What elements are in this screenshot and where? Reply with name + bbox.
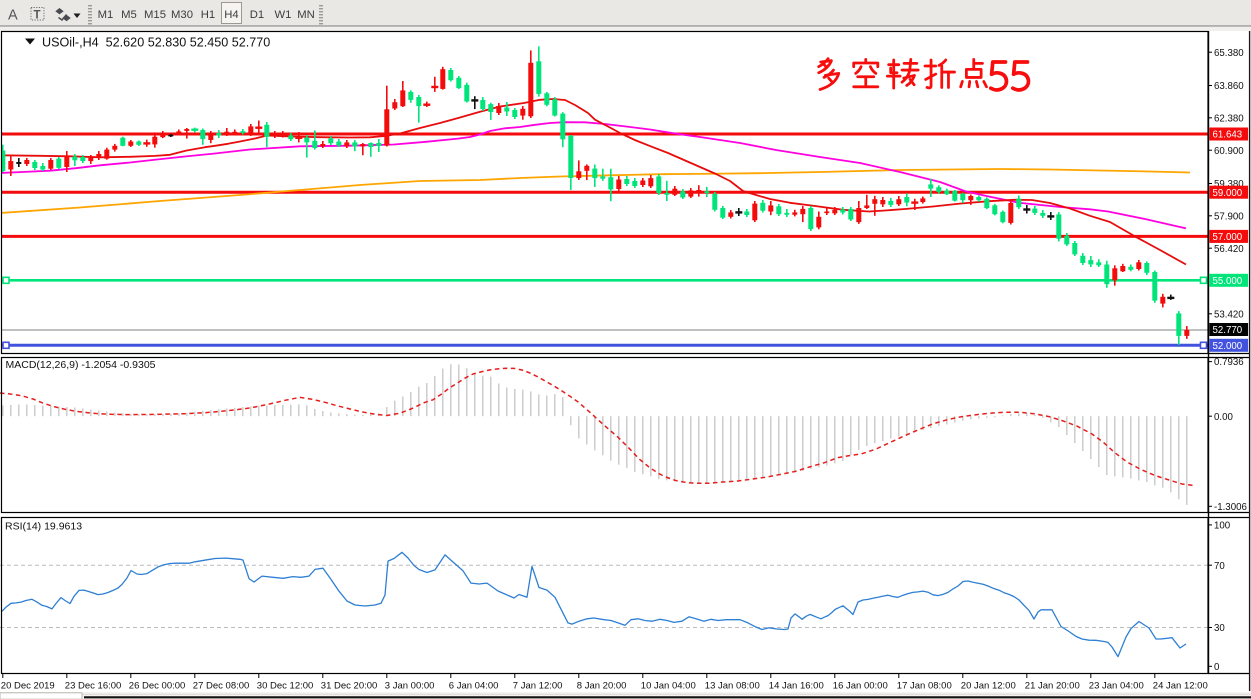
svg-text:0.00: 0.00 — [1214, 412, 1233, 423]
svg-text:17 Jan 08:00: 17 Jan 08:00 — [897, 681, 952, 692]
svg-text:26 Dec 00:00: 26 Dec 00:00 — [129, 681, 186, 692]
svg-text:52.770: 52.770 — [1213, 325, 1243, 336]
svg-text:8 Jan 20:00: 8 Jan 20:00 — [577, 681, 627, 692]
svg-text:57.900: 57.900 — [1214, 211, 1244, 222]
svg-text:65.380: 65.380 — [1214, 48, 1244, 59]
svg-text:M5: M5 — [121, 9, 137, 21]
svg-text:21 Jan 20:00: 21 Jan 20:00 — [1025, 681, 1080, 692]
svg-text:60.900: 60.900 — [1214, 146, 1244, 157]
svg-text:61.643: 61.643 — [1213, 130, 1243, 141]
svg-text:D1: D1 — [250, 9, 264, 21]
svg-text:T: T — [34, 10, 41, 22]
svg-text:H1: H1 — [201, 9, 215, 21]
svg-text:20 Jan 12:00: 20 Jan 12:00 — [961, 681, 1016, 692]
svg-text:30: 30 — [1214, 623, 1225, 634]
svg-text:6 Jan 04:00: 6 Jan 04:00 — [449, 681, 499, 692]
svg-text:MACD(12,26,9) -1.2054 -0.9305: MACD(12,26,9) -1.2054 -0.9305 — [6, 359, 156, 371]
svg-text:59.380: 59.380 — [1214, 179, 1244, 190]
svg-text:57.000: 57.000 — [1213, 232, 1243, 243]
svg-text:56.420: 56.420 — [1214, 244, 1244, 255]
svg-text:7 Jan 12:00: 7 Jan 12:00 — [513, 681, 563, 692]
svg-text:13 Jan 08:00: 13 Jan 08:00 — [705, 681, 760, 692]
svg-text:W1: W1 — [275, 9, 292, 21]
svg-text:100: 100 — [1214, 521, 1231, 532]
svg-text:-1.3006: -1.3006 — [1214, 502, 1247, 513]
svg-text:M1: M1 — [98, 9, 114, 21]
svg-text:0.7936: 0.7936 — [1214, 357, 1244, 368]
svg-text:52.000: 52.000 — [1213, 341, 1243, 352]
svg-text:10 Jan 04:00: 10 Jan 04:00 — [641, 681, 696, 692]
svg-text:USOil-,H4 52.620 52.830 52.45: USOil-,H4 52.620 52.830 52.450 52.770 — [42, 36, 270, 50]
svg-text:63.860: 63.860 — [1214, 81, 1244, 92]
svg-text:3 Jan 00:00: 3 Jan 00:00 — [385, 681, 435, 692]
svg-text:16 Jan 00:00: 16 Jan 00:00 — [833, 681, 888, 692]
svg-text:23 Dec 16:00: 23 Dec 16:00 — [65, 681, 122, 692]
svg-text:M15: M15 — [144, 9, 166, 21]
svg-text:14 Jan 16:00: 14 Jan 16:00 — [769, 681, 824, 692]
svg-text:27 Dec 08:00: 27 Dec 08:00 — [193, 681, 250, 692]
svg-text:30 Dec 12:00: 30 Dec 12:00 — [257, 681, 314, 692]
svg-text:RSI(14) 19.9613: RSI(14) 19.9613 — [5, 521, 82, 533]
svg-text:59.000: 59.000 — [1213, 188, 1243, 199]
svg-text:53.420: 53.420 — [1214, 309, 1244, 320]
svg-text:62.380: 62.380 — [1214, 113, 1244, 124]
svg-text:H4: H4 — [224, 9, 238, 21]
svg-text:70: 70 — [1214, 561, 1225, 572]
svg-text:24 Jan 12:00: 24 Jan 12:00 — [1153, 681, 1208, 692]
svg-text:A: A — [8, 8, 18, 24]
svg-text:MN: MN — [297, 9, 315, 21]
svg-text:55.000: 55.000 — [1213, 276, 1243, 287]
svg-text:M30: M30 — [171, 9, 193, 21]
svg-text:31 Dec 20:00: 31 Dec 20:00 — [321, 681, 378, 692]
svg-text:20 Dec 2019: 20 Dec 2019 — [1, 681, 55, 692]
svg-text:0: 0 — [1214, 662, 1220, 673]
svg-text:23 Jan 04:00: 23 Jan 04:00 — [1089, 681, 1144, 692]
